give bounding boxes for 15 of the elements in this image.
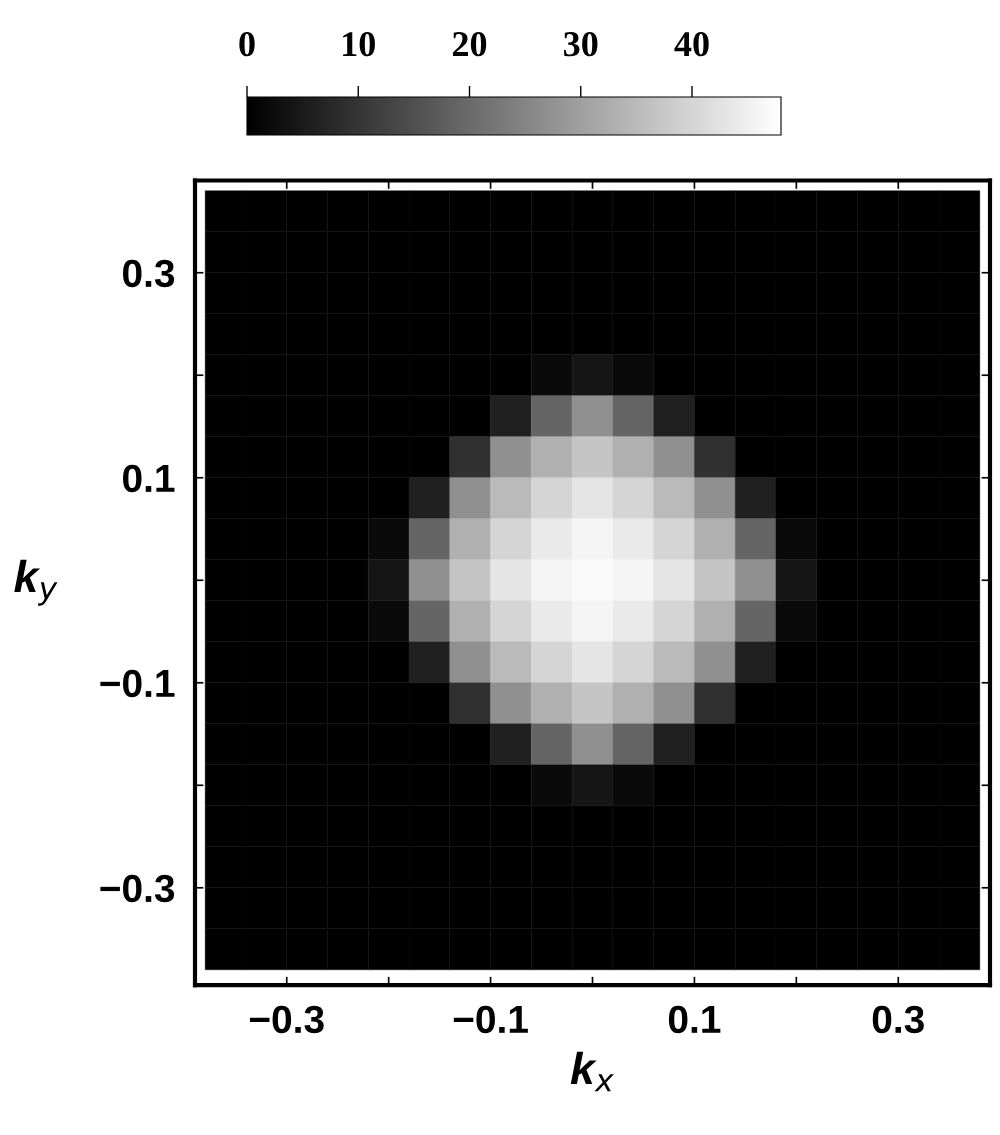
x-axis-title: k$_{x}$	[570, 1051, 614, 1092]
color-bar-label: 30	[564, 32, 598, 57]
color-bar-label: 40	[674, 32, 709, 57]
y-tick-label: −0.1	[100, 669, 175, 698]
x-tick-label: −0.1	[453, 1005, 528, 1034]
y-tick-label: 0.3	[123, 259, 175, 288]
x-tick-label: 0.1	[668, 1005, 721, 1034]
x-tick-label: −0.3	[249, 1005, 324, 1034]
color-bar-label: 20	[452, 32, 487, 57]
color-bar-label: 10	[343, 32, 375, 57]
color-bar-label: 0	[239, 32, 255, 57]
y-axis-title: k$_{y}$	[14, 559, 58, 606]
y-tick-label: −0.3	[100, 874, 175, 903]
x-tick-label: 0.3	[872, 1005, 924, 1034]
y-tick-label: 0.1	[123, 464, 175, 493]
